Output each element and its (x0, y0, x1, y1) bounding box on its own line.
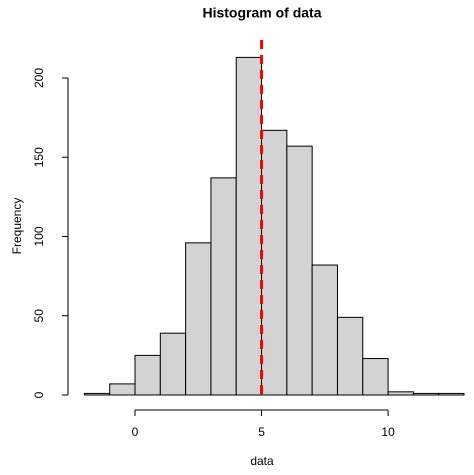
chart-title: Histogram of data (202, 5, 321, 21)
bar (438, 392, 465, 396)
bar (362, 358, 389, 396)
x-tick-label: 0 (132, 425, 139, 439)
bar (286, 145, 313, 396)
bar (109, 383, 136, 396)
x-axis-label: data (250, 454, 274, 468)
y-tick-label: 50 (32, 309, 46, 323)
bar (185, 242, 212, 396)
y-tick-label: 100 (32, 226, 46, 246)
y-tick-label: 200 (32, 68, 46, 88)
bar (235, 56, 263, 396)
y-axis-label: Frequency (10, 198, 24, 255)
bar (134, 354, 161, 396)
bar (311, 264, 338, 396)
x-tick-label: 5 (258, 425, 265, 439)
y-tick-label: 150 (32, 147, 46, 167)
bar (336, 316, 364, 396)
bar (261, 129, 288, 396)
x-tick-label: 10 (381, 425, 395, 439)
bar (210, 177, 237, 396)
y-tick-label: 0 (32, 391, 46, 398)
bar (387, 391, 414, 396)
bar (159, 332, 187, 396)
bar (412, 392, 440, 396)
bar (83, 392, 111, 396)
